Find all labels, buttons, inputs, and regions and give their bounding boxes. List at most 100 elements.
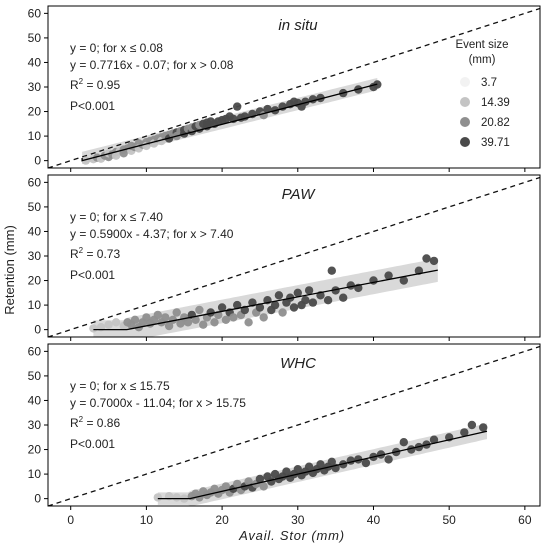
data-point <box>229 313 238 322</box>
data-point <box>270 300 280 310</box>
y-tick-label: 50 <box>28 31 42 45</box>
data-point <box>233 300 242 310</box>
x-axis-title: Avail. Stor (mm) <box>238 528 345 543</box>
annotation-r2: R2 = 0.95 <box>70 77 120 92</box>
data-point <box>104 320 113 329</box>
legend-swatch <box>460 77 470 87</box>
data-point <box>429 256 439 266</box>
data-point <box>399 276 408 285</box>
legend-label: 20.82 <box>481 117 510 129</box>
panel-title: PAW <box>282 186 317 203</box>
panel-1: 0 10 20 30 40 50 60 in situ y = 0; for x ≤ 0.08 y… <box>28 5 541 172</box>
annotation-p-value: P<0.001 <box>70 437 115 451</box>
data-point <box>221 315 231 324</box>
annotation-p-value: P<0.001 <box>70 268 115 282</box>
y-tick-label: 0 <box>34 492 41 506</box>
y-tick-label: 50 <box>28 200 42 214</box>
data-point <box>168 315 178 324</box>
legend-label: 3.7 <box>481 77 497 89</box>
y-tick-label: 40 <box>28 55 42 69</box>
y-tick-label: 10 <box>28 467 42 481</box>
data-point <box>259 482 268 491</box>
data-point <box>339 293 348 302</box>
y-tick-label: 50 <box>28 369 42 383</box>
y-tick-label: 60 <box>28 6 42 20</box>
y-tick-label: 40 <box>28 224 42 238</box>
data-point <box>217 303 227 312</box>
data-point <box>172 493 181 502</box>
annotation-line2: y = 0.7000x - 11.04; for x > 15.75 <box>70 396 246 410</box>
data-point <box>195 493 204 502</box>
data-point <box>384 455 393 464</box>
data-point <box>267 477 276 486</box>
data-point <box>429 435 439 444</box>
y-tick-label: 30 <box>28 80 42 94</box>
data-point <box>199 320 208 329</box>
data-point <box>282 467 291 476</box>
data-point <box>422 254 431 263</box>
data-point <box>259 313 268 322</box>
data-point <box>161 313 170 322</box>
data-point <box>274 291 284 300</box>
data-point <box>153 310 162 320</box>
data-point <box>308 298 318 307</box>
x-tick-label: 10 <box>140 513 154 527</box>
data-point <box>255 474 265 484</box>
data-point <box>255 303 265 312</box>
y-tick-label: 40 <box>28 393 42 407</box>
data-point <box>301 296 310 305</box>
annotation-line1: y = 0; for x ≤ 15.75 <box>70 379 170 393</box>
fitted-line <box>93 269 438 331</box>
annotation-r2: R2 = 0.73 <box>70 246 120 261</box>
x-tick-label: 20 <box>215 513 229 527</box>
data-point <box>233 479 242 489</box>
y-tick-label: 30 <box>28 249 42 263</box>
data-point <box>331 286 340 295</box>
data-point <box>327 266 336 275</box>
legend-swatch <box>460 137 470 147</box>
annotation-line2: y = 0.7716x - 0.07; for x > 0.08 <box>70 58 234 72</box>
y-tick-label: 60 <box>28 175 42 189</box>
y-tick-label: 20 <box>28 274 42 288</box>
x-tick-label: 30 <box>291 513 305 527</box>
y-tick-label: 0 <box>34 323 41 337</box>
y-tick-label: 10 <box>28 129 42 143</box>
y-tick-label: 20 <box>28 443 42 457</box>
y-tick-label: 10 <box>28 298 42 312</box>
data-point <box>304 462 314 471</box>
data-point <box>210 318 219 327</box>
data-point <box>327 457 336 466</box>
y-tick-label: 60 <box>28 344 42 358</box>
data-point <box>195 305 204 315</box>
panel-3: 0 10 20 30 40 50 60 0 10 20 30 40 50 60 WHC y = 0; for … <box>28 343 541 527</box>
legend-title-line1: Event size <box>455 39 508 51</box>
x-tick-label: 40 <box>367 513 381 527</box>
legend-label: 14.39 <box>481 97 510 109</box>
annotation-p-value: P<0.001 <box>70 99 115 113</box>
data-point <box>323 296 333 305</box>
legend: Event size (mm) 3.7 14.39 20.82 39.71 <box>455 39 509 149</box>
data-point <box>130 315 140 324</box>
data-point <box>233 102 242 111</box>
data-point <box>111 318 121 327</box>
data-point <box>293 465 302 474</box>
data-point <box>221 482 231 491</box>
x-tick-label: 50 <box>442 513 456 527</box>
fitted-line <box>157 430 488 500</box>
legend-items: 3.7 14.39 20.82 39.71 <box>460 77 510 149</box>
data-point <box>316 93 325 103</box>
data-point <box>176 319 185 328</box>
data-point <box>308 95 318 104</box>
data-point <box>89 324 98 333</box>
data-point <box>153 493 162 502</box>
annotation-r2: R2 = 0.86 <box>70 415 120 430</box>
legend-swatch <box>460 117 470 127</box>
data-point <box>460 428 469 437</box>
data-point <box>172 308 181 317</box>
data-point <box>263 104 272 114</box>
data-point <box>361 458 371 468</box>
legend-title-line2: (mm) <box>469 54 496 66</box>
data-point <box>142 313 151 322</box>
data-point <box>316 460 325 469</box>
data-point <box>244 477 253 486</box>
